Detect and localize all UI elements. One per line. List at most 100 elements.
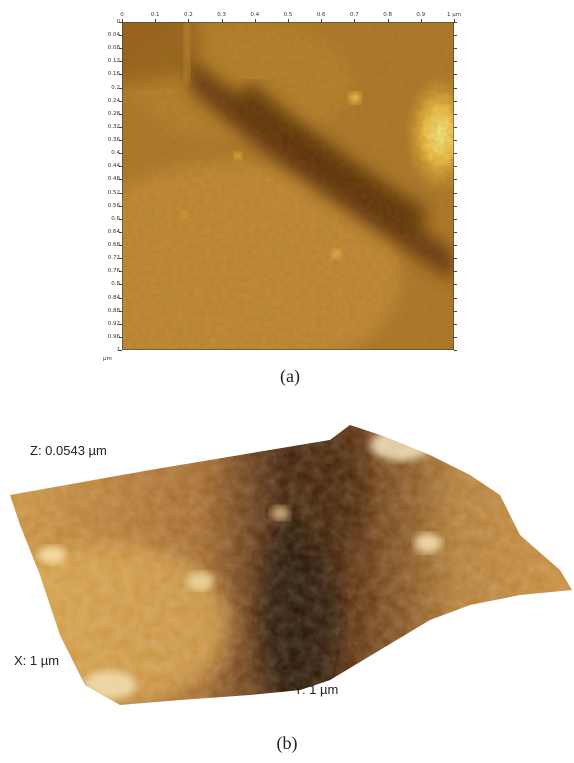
y-tick-mark-right	[454, 323, 457, 325]
y-tick-mark	[119, 192, 122, 194]
afm-3d-panel: Z: 0.0543 µm X: 1 µm Y: 1 µm (b)	[0, 395, 574, 763]
x-tick-label: 0.3	[217, 12, 226, 18]
y-tick-mark	[119, 166, 122, 168]
y-tick-mark-right	[454, 192, 457, 194]
y-tick-mark-right	[454, 205, 457, 207]
y-tick-mark	[119, 271, 122, 273]
y-tick-label: 0.04	[107, 32, 120, 39]
x-tick-label: 1 µm	[446, 12, 462, 18]
y-tick-label: 1	[100, 347, 121, 353]
y-tick-label: 0	[100, 19, 121, 25]
y-tick-mark-right	[454, 100, 457, 102]
y-tick-mark	[119, 323, 122, 325]
y-tick-label: 0.84	[107, 294, 120, 301]
y-tick-label: 0.24	[107, 97, 120, 104]
y-tick-mark	[119, 245, 122, 247]
y-tick-label: 0.68	[107, 242, 120, 249]
y-tick-mark	[119, 74, 122, 76]
y-tick-mark-right	[454, 113, 457, 115]
y-tick-mark	[119, 310, 122, 312]
x-tick-mark	[321, 19, 323, 22]
y-tick-mark	[119, 22, 122, 23]
y-tick-mark	[119, 48, 122, 50]
x-tick-label: 0.1	[150, 12, 160, 18]
y-tick-label: 0.16	[107, 71, 120, 78]
z-axis-label: Z: 0.0543 µm	[30, 443, 107, 458]
y-tick-mark	[119, 113, 122, 115]
y-tick-mark-right	[454, 231, 457, 233]
y-tick-mark	[119, 258, 122, 260]
y-tick-mark-right	[454, 179, 457, 181]
afm-3d-surface	[10, 425, 572, 705]
y-tick-mark	[119, 61, 122, 63]
y-tick-label: 0.2	[111, 84, 120, 91]
y-tick-mark	[119, 153, 122, 155]
y-tick-mark	[119, 297, 122, 299]
y-tick-mark-right	[454, 284, 457, 286]
x-tick-mark	[387, 19, 389, 22]
y-tick-mark-right	[454, 350, 457, 351]
y-tick-label: 0.96	[107, 333, 120, 340]
y-tick-label: 0.92	[107, 320, 120, 327]
x-axis-label: X: 1 µm	[14, 653, 60, 668]
y-axis-unit: µm	[103, 356, 112, 362]
caption-b: (b)	[276, 733, 298, 753]
y-tick-mark-right	[454, 48, 457, 50]
x-tick-mark	[254, 19, 256, 22]
y-tick-label: 0.4	[111, 150, 120, 157]
y-tick-label: 0.8	[111, 281, 120, 288]
y-tick-mark-right	[454, 126, 457, 128]
x-tick-mark	[354, 19, 356, 22]
y-tick-label: 0.64	[107, 228, 120, 235]
y-tick-mark-right	[454, 61, 457, 63]
x-tick-mark	[155, 19, 157, 22]
x-tick-label: 0	[120, 12, 124, 18]
y-tick-mark	[119, 231, 122, 233]
y-tick-mark-right	[454, 336, 457, 338]
y-tick-label: 0.28	[107, 110, 120, 117]
y-tick-label: 0.32	[107, 123, 120, 130]
x-tick-label: 0.6	[316, 12, 326, 18]
afm-height-map	[122, 22, 454, 350]
y-tick-mark	[119, 100, 122, 102]
y-tick-mark-right	[454, 153, 457, 155]
y-tick-mark	[119, 350, 122, 351]
y-tick-mark	[119, 87, 122, 89]
caption-a: (a)	[280, 366, 300, 386]
y-tick-label: 0.88	[107, 307, 120, 314]
y-tick-mark	[119, 126, 122, 128]
y-tick-label: 0.76	[107, 268, 120, 275]
y-tick-mark	[119, 35, 122, 37]
y-tick-label: 0.56	[107, 202, 120, 209]
x-tick-label: 0.9	[416, 12, 426, 18]
y-tick-label: 0.12	[107, 58, 120, 65]
y-tick-mark-right	[454, 218, 457, 220]
x-tick-mark	[188, 19, 190, 22]
y-tick-label: 0.72	[107, 255, 120, 262]
y-tick-mark	[119, 205, 122, 207]
y-tick-mark	[119, 218, 122, 220]
y-axis-label: Y: 1 µm	[294, 682, 339, 697]
y-tick-label: 0.44	[107, 163, 120, 170]
y-tick-mark	[119, 336, 122, 338]
x-tick-mark	[454, 19, 455, 22]
y-tick-mark	[119, 179, 122, 181]
x-tick-mark	[420, 19, 422, 22]
y-tick-mark	[119, 140, 122, 142]
x-tick-mark	[221, 19, 223, 22]
x-tick-label: 0.7	[350, 12, 359, 18]
x-tick-mark	[288, 19, 289, 22]
y-tick-mark-right	[454, 245, 457, 247]
y-tick-mark-right	[454, 35, 457, 37]
y-tick-mark-right	[454, 87, 457, 89]
y-tick-mark-right	[454, 22, 457, 23]
x-tick-label: 0.5	[283, 12, 293, 18]
y-tick-label: 0.48	[107, 176, 120, 183]
afm-2d-panel: 0 0.1 0.2 0.3 0.4 0.5 0.6 0.7 0.8 0.9 1 µm 0 0.04 0.…	[100, 12, 462, 386]
y-tick-mark-right	[454, 166, 457, 168]
y-tick-mark-right	[454, 258, 457, 260]
x-tick-label: 0.4	[250, 12, 260, 18]
y-tick-label: 0.08	[107, 45, 120, 52]
y-tick-label: 0.6	[111, 215, 120, 222]
y-tick-label: 0.36	[107, 137, 120, 144]
